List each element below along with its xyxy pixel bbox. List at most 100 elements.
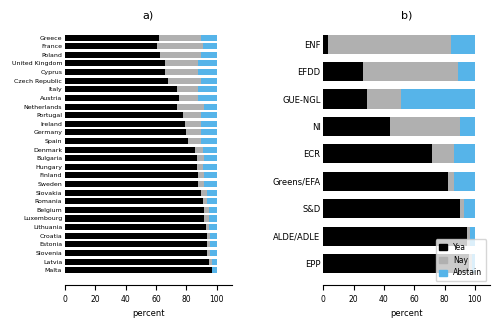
Bar: [206, 224, 209, 230]
Bar: [464, 199, 475, 218]
Bar: [177, 103, 204, 110]
Title: b): b): [401, 10, 412, 20]
Bar: [204, 181, 216, 187]
Bar: [203, 146, 216, 153]
Bar: [204, 103, 216, 110]
Bar: [202, 121, 216, 127]
Bar: [209, 259, 212, 265]
Bar: [203, 164, 216, 170]
Bar: [210, 250, 216, 256]
Bar: [65, 61, 165, 66]
Bar: [198, 172, 204, 179]
Bar: [460, 117, 475, 136]
Bar: [65, 198, 203, 204]
Bar: [65, 78, 168, 84]
Bar: [65, 86, 177, 92]
Bar: [65, 172, 198, 179]
Bar: [470, 226, 475, 246]
Bar: [324, 226, 468, 246]
Bar: [204, 172, 216, 179]
Bar: [208, 198, 216, 204]
Bar: [65, 103, 177, 110]
Bar: [432, 144, 454, 164]
Bar: [324, 172, 448, 191]
Bar: [65, 164, 197, 170]
Bar: [160, 52, 202, 58]
Bar: [178, 95, 199, 101]
Bar: [65, 155, 197, 161]
Bar: [65, 181, 198, 187]
Bar: [65, 207, 204, 213]
Bar: [324, 35, 328, 54]
Bar: [65, 233, 208, 239]
Bar: [468, 226, 470, 246]
Bar: [208, 190, 216, 196]
Bar: [202, 78, 216, 84]
Bar: [202, 129, 216, 135]
Bar: [202, 138, 216, 144]
Bar: [165, 69, 198, 75]
Bar: [458, 62, 475, 81]
Bar: [65, 146, 196, 153]
Bar: [204, 215, 209, 222]
Bar: [197, 164, 203, 170]
Bar: [65, 95, 178, 101]
Bar: [450, 35, 475, 54]
Bar: [65, 215, 204, 222]
Bar: [186, 129, 202, 135]
Bar: [469, 254, 472, 273]
Bar: [324, 199, 460, 218]
Bar: [197, 155, 204, 161]
Bar: [204, 155, 216, 161]
Bar: [208, 250, 210, 256]
Bar: [362, 62, 458, 81]
Bar: [204, 207, 209, 213]
Bar: [198, 95, 216, 101]
Bar: [202, 190, 207, 196]
Bar: [165, 61, 198, 66]
Bar: [448, 172, 454, 191]
Bar: [203, 43, 216, 49]
Bar: [324, 62, 362, 81]
Bar: [202, 112, 216, 118]
Bar: [202, 52, 216, 58]
Bar: [400, 89, 475, 109]
Bar: [184, 121, 202, 127]
Bar: [65, 43, 158, 49]
Bar: [210, 241, 216, 247]
Bar: [196, 146, 203, 153]
Bar: [328, 35, 450, 54]
Bar: [168, 78, 202, 84]
Bar: [203, 198, 207, 204]
Bar: [65, 241, 208, 247]
Bar: [390, 117, 460, 136]
Bar: [209, 215, 216, 222]
Bar: [212, 267, 216, 273]
Legend: Yea, Nay, Abstain: Yea, Nay, Abstain: [436, 239, 486, 281]
Bar: [454, 172, 475, 191]
Bar: [65, 224, 206, 230]
Bar: [368, 89, 400, 109]
Bar: [202, 35, 216, 40]
Bar: [472, 254, 475, 273]
Bar: [198, 61, 216, 66]
Bar: [324, 89, 368, 109]
Bar: [188, 138, 202, 144]
Bar: [65, 259, 209, 265]
Bar: [324, 144, 432, 164]
Bar: [183, 112, 202, 118]
Bar: [198, 86, 216, 92]
Bar: [65, 129, 186, 135]
Bar: [208, 233, 210, 239]
Bar: [158, 43, 203, 49]
Bar: [212, 259, 216, 265]
Bar: [65, 35, 159, 40]
Bar: [159, 35, 202, 40]
Bar: [210, 233, 216, 239]
Bar: [209, 224, 216, 230]
Bar: [198, 181, 204, 187]
Bar: [324, 117, 390, 136]
Bar: [65, 190, 202, 196]
Bar: [65, 250, 208, 256]
Bar: [65, 69, 165, 75]
